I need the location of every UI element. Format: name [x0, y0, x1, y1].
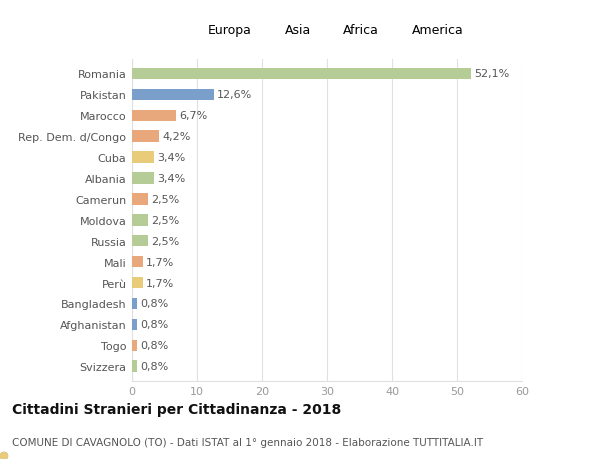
Text: 2,5%: 2,5%: [151, 215, 180, 225]
Text: 4,2%: 4,2%: [163, 132, 191, 142]
Bar: [132, 131, 160, 143]
Text: 1,7%: 1,7%: [146, 257, 175, 267]
Text: COMUNE DI CAVAGNOLO (TO) - Dati ISTAT al 1° gennaio 2018 - Elaborazione TUTTITAL: COMUNE DI CAVAGNOLO (TO) - Dati ISTAT al…: [12, 437, 483, 447]
Bar: [132, 90, 214, 101]
Legend: Europa, Asia, Africa, America: Europa, Asia, Africa, America: [191, 24, 463, 37]
Text: 0,8%: 0,8%: [140, 341, 169, 351]
Bar: [132, 319, 137, 330]
Bar: [132, 194, 148, 205]
Text: 52,1%: 52,1%: [474, 69, 509, 79]
Bar: [132, 298, 137, 309]
Text: 1,7%: 1,7%: [146, 278, 175, 288]
Bar: [132, 152, 154, 163]
Bar: [132, 340, 137, 351]
Text: 6,7%: 6,7%: [179, 111, 207, 121]
Bar: [132, 361, 137, 372]
Bar: [132, 277, 143, 289]
Text: 0,8%: 0,8%: [140, 299, 169, 309]
Text: 2,5%: 2,5%: [151, 236, 180, 246]
Bar: [132, 214, 148, 226]
Text: 0,8%: 0,8%: [140, 361, 169, 371]
Bar: [132, 235, 148, 247]
Text: 3,4%: 3,4%: [157, 153, 185, 163]
Bar: [132, 68, 470, 80]
Text: 12,6%: 12,6%: [217, 90, 253, 100]
Bar: [132, 110, 176, 122]
Bar: [132, 256, 143, 268]
Bar: [132, 173, 154, 185]
Text: 3,4%: 3,4%: [157, 174, 185, 184]
Text: 0,8%: 0,8%: [140, 319, 169, 330]
Text: 2,5%: 2,5%: [151, 195, 180, 204]
Text: Cittadini Stranieri per Cittadinanza - 2018: Cittadini Stranieri per Cittadinanza - 2…: [12, 402, 341, 416]
